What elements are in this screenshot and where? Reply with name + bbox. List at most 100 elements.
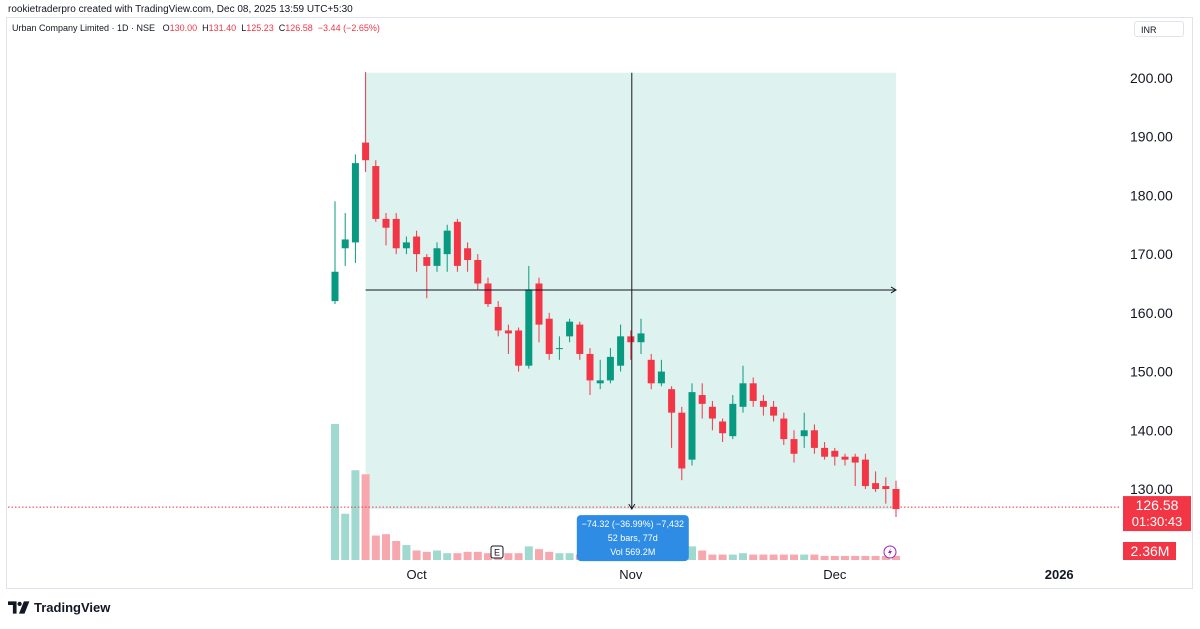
volume-bar	[545, 551, 554, 560]
x-tick-label: Dec	[823, 567, 847, 582]
candle-body	[821, 447, 829, 457]
candle-body	[392, 218, 400, 249]
change-value: −3.44 (−2.65%)	[317, 23, 380, 33]
volume-bar	[392, 540, 401, 560]
candle-body	[892, 489, 900, 510]
candle-body	[464, 248, 472, 261]
volume-bar	[790, 554, 798, 560]
volume-bar	[412, 550, 421, 560]
candle-body	[617, 336, 625, 366]
volume-bar	[402, 545, 411, 560]
low-label: L	[241, 23, 247, 33]
candle-body	[596, 380, 604, 384]
candle-body	[555, 348, 563, 350]
candle-body	[729, 403, 737, 437]
close-label: C	[278, 23, 286, 33]
candle-body	[433, 248, 441, 266]
candle-body	[453, 221, 461, 266]
measure-line3: Vol 569.2M	[610, 547, 655, 557]
candle-body	[566, 321, 574, 337]
volume-bar	[504, 553, 513, 560]
volume-bar	[728, 554, 737, 560]
volume-bar	[881, 555, 890, 560]
volume-bar	[382, 534, 390, 560]
lightning-icon-glyph	[888, 548, 892, 556]
overlay-layer: −74.32 (−36.99%) −7,432 52 bars, 77d Vol 5…	[8, 72, 1191, 562]
measure-down-arrow	[628, 503, 636, 511]
volume-bar	[555, 553, 564, 560]
measure-tooltip	[576, 515, 689, 562]
currency-button[interactable]: INR	[1134, 21, 1184, 37]
volume-bar	[800, 554, 809, 560]
candle-body	[402, 242, 410, 249]
candle-body	[372, 166, 380, 219]
volume-bar	[841, 555, 849, 560]
volume-bar	[422, 551, 431, 560]
y-tick-label: 190.00	[1130, 129, 1173, 145]
volume-bar	[739, 553, 747, 560]
volume-bar	[830, 555, 839, 560]
candle-body	[780, 418, 788, 440]
tradingview-logo-icon	[8, 601, 30, 614]
candle-body	[627, 336, 635, 343]
candle-body	[443, 230, 451, 255]
volume-bar	[514, 553, 523, 560]
volume-badge	[1123, 542, 1176, 560]
candle-layer	[331, 72, 900, 518]
volume-bar	[779, 554, 788, 560]
volume-bar	[769, 554, 778, 560]
candle-body	[637, 333, 645, 343]
volume-bar	[851, 555, 860, 560]
chart-frame	[6, 17, 1193, 589]
candle-body	[759, 400, 767, 407]
volume-bar	[688, 546, 696, 560]
last-price-label	[1123, 496, 1191, 532]
y-tick-label: 180.00	[1130, 187, 1173, 203]
volume-badge-value: 2.36M	[1131, 543, 1170, 559]
candle-body	[698, 395, 706, 404]
candle-body	[688, 392, 696, 460]
candle-body	[678, 412, 686, 469]
candle-body	[484, 283, 492, 305]
candle-body	[515, 330, 523, 366]
volume-bar	[361, 474, 370, 560]
volume-bar	[820, 555, 829, 560]
candle-body	[341, 239, 349, 249]
x-tick-label: Nov	[619, 567, 643, 582]
candle-body	[606, 356, 614, 381]
y-tick-label: 140.00	[1130, 422, 1173, 438]
volume-bar	[473, 551, 482, 560]
candle-body	[331, 271, 339, 302]
measure-range-box	[365, 72, 897, 510]
volume-bar	[892, 555, 900, 560]
open-value: 130.00	[169, 23, 198, 33]
candle-body	[535, 283, 543, 325]
countdown-value: 01:30:43	[1132, 514, 1183, 529]
volume-bar	[524, 546, 533, 560]
low-value: 125.23	[246, 23, 274, 33]
volume-bar	[371, 535, 380, 560]
candle-body	[719, 421, 727, 434]
y-tick-label: 200.00	[1130, 70, 1173, 86]
candle-body	[841, 456, 849, 460]
candle-body	[882, 486, 890, 489]
candle-body	[708, 406, 716, 419]
volume-bar	[810, 554, 819, 560]
last-price-value: 126.58	[1136, 497, 1179, 513]
earnings-marker	[490, 545, 504, 559]
volume-bar	[453, 553, 462, 560]
volume-bar	[759, 554, 768, 560]
candle-body	[474, 260, 482, 284]
candle-body	[504, 330, 512, 334]
y-tick-label: 170.00	[1130, 246, 1173, 262]
candle-body	[770, 406, 778, 416]
candle-body	[545, 318, 553, 354]
brand-name: TradingView	[34, 600, 111, 615]
tradingview-logo[interactable]: TradingView	[8, 600, 110, 615]
symbol-info[interactable]: Urban Company Limited · 1D · NSE	[12, 23, 156, 33]
candle-body	[413, 236, 421, 255]
y-tick-label: 150.00	[1130, 364, 1173, 380]
candle-body	[362, 142, 370, 161]
candle-body	[494, 306, 502, 331]
